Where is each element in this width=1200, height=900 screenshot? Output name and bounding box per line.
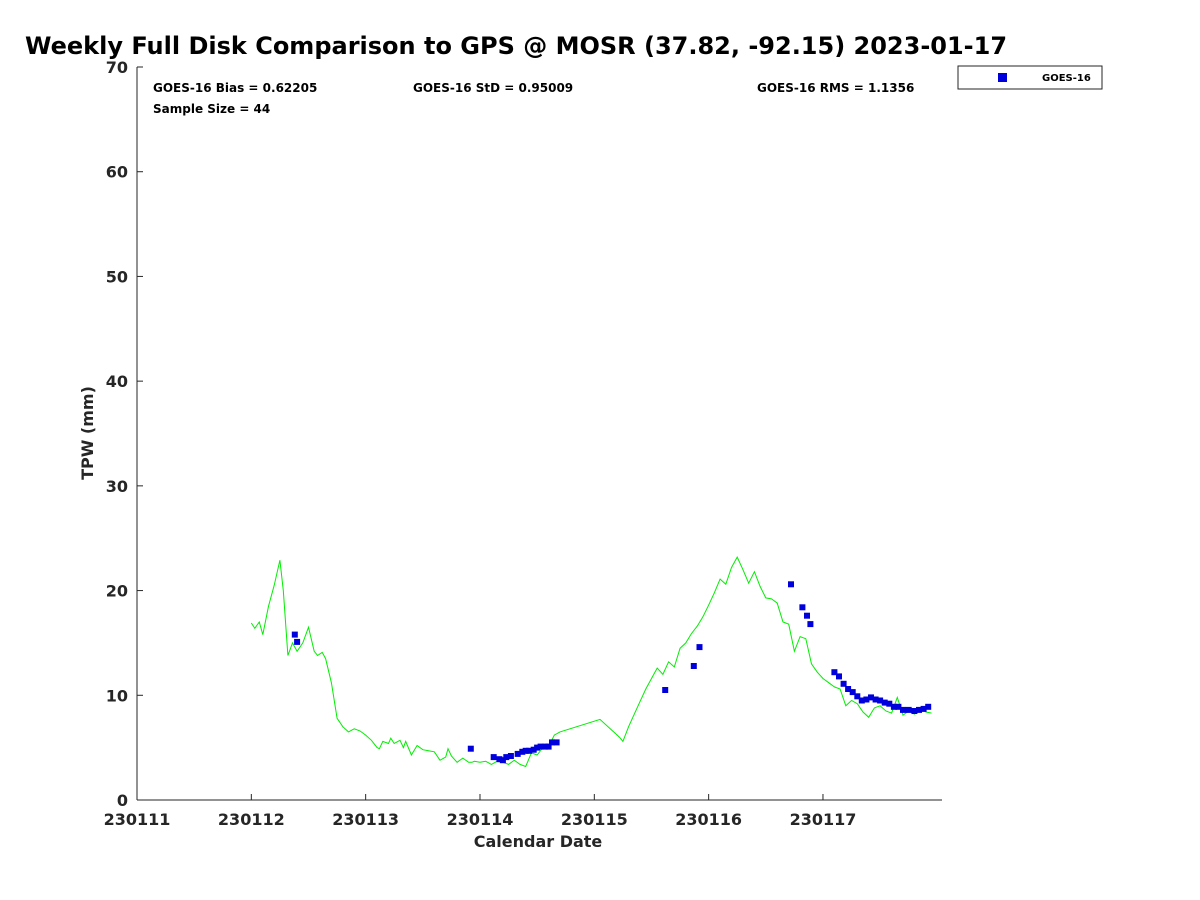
goes16-point	[522, 747, 529, 754]
legend-marker-goes16	[998, 73, 1007, 82]
x-tick-label: 230111	[104, 810, 171, 829]
y-ticks: 0 10 20 30 40 50 60 70	[106, 58, 143, 810]
chart-title: Weekly Full Disk Comparison to GPS @ MOS…	[25, 32, 1007, 60]
goes16-point	[900, 706, 906, 713]
y-axis-label: TPW (mm)	[78, 386, 97, 480]
goes16-point	[696, 644, 703, 651]
goes16-point	[886, 700, 893, 707]
y-tick-label: 60	[106, 163, 128, 182]
goes16-point	[916, 706, 922, 713]
goes16-point	[662, 687, 669, 693]
goes16-point	[496, 756, 503, 763]
goes16-point	[877, 697, 884, 704]
x-tick-label: 230114	[447, 810, 514, 829]
legend-box	[957, 65, 1103, 90]
goes16-point	[507, 753, 514, 759]
goes16-point	[799, 604, 806, 611]
x-tick-label: 230115	[561, 810, 628, 829]
goes16-point	[553, 739, 560, 746]
y-tick-label: 50	[106, 267, 128, 286]
goes16-point	[854, 693, 861, 700]
axes	[136, 67, 942, 801]
x-tick-label: 230112	[218, 810, 285, 829]
rms-stat: GOES-16 RMS = 1.1356	[757, 81, 914, 95]
y-tick-label: 70	[106, 58, 128, 77]
goes16-point	[920, 705, 927, 712]
goes16-point	[514, 750, 521, 757]
goes16-point	[863, 696, 870, 703]
goes16-point	[549, 739, 555, 746]
goes16-point	[836, 673, 842, 680]
goes16-point	[905, 706, 912, 713]
goes16-point	[534, 744, 541, 751]
x-ticks: 230111 230112 230113 230114 230115 230116 2301…	[104, 794, 857, 829]
x-axis-label: Calendar Date	[474, 832, 603, 851]
x-tick-label: 230117	[790, 810, 857, 829]
goes16-point	[526, 747, 533, 754]
goes16-point	[291, 631, 298, 638]
goes16-point	[890, 703, 897, 710]
goes16-point	[872, 696, 879, 703]
x-tick-label: 230113	[332, 810, 399, 829]
goes16-point	[895, 703, 902, 710]
legend: GOES-16	[957, 65, 1103, 90]
goes16-point	[925, 703, 932, 710]
goes16-point	[868, 694, 874, 701]
plot-area	[250, 555, 932, 768]
goes16-point	[788, 581, 794, 588]
goes16-point	[537, 743, 544, 750]
y-tick-label: 10	[106, 686, 128, 705]
goes16-point	[911, 708, 918, 714]
y-tick-label: 20	[106, 582, 128, 601]
goes16-point	[690, 663, 697, 669]
goes16-point	[881, 699, 888, 706]
goes16-point	[294, 638, 301, 645]
x-tick-label: 230116	[675, 810, 742, 829]
goes16-point	[849, 689, 856, 696]
goes16-point	[490, 754, 497, 761]
goes16-point	[519, 748, 526, 755]
goes16-point	[804, 612, 810, 619]
goes16-point	[831, 669, 838, 676]
legend-label-goes16: GOES-16	[1042, 73, 1091, 84]
goes16-point	[840, 680, 847, 687]
goes16-point	[845, 686, 852, 692]
goes16-point	[503, 754, 510, 761]
bias-stat: GOES-16 Bias = 0.62205	[153, 81, 317, 95]
goes16-point	[807, 621, 814, 628]
sample-size-stat: Sample Size = 44	[153, 102, 270, 116]
goes16-point	[499, 757, 506, 764]
std-stat: GOES-16 StD = 0.95009	[413, 81, 573, 95]
y-tick-label: 40	[106, 372, 128, 391]
goes16-point	[467, 745, 474, 752]
y-tick-label: 0	[117, 791, 128, 810]
y-tick-label: 30	[106, 477, 128, 496]
goes16-point	[542, 743, 549, 750]
goes16-point	[530, 746, 537, 753]
goes16-point	[858, 697, 865, 704]
goes16-point	[545, 743, 552, 750]
